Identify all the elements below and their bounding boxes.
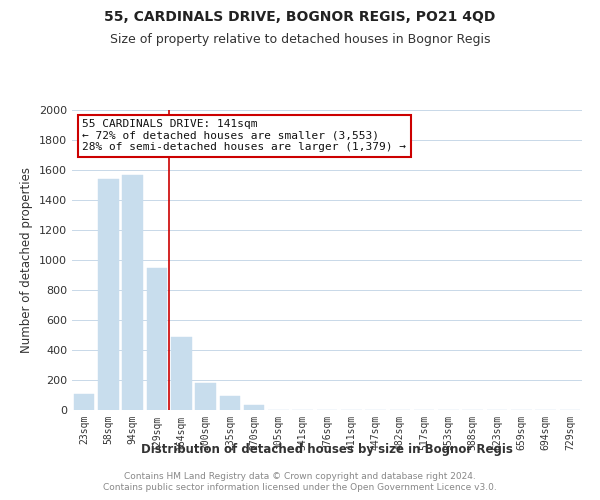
Bar [195,384,216,410]
Text: Size of property relative to detached houses in Bognor Regis: Size of property relative to detached ho… [110,32,490,46]
Text: Distribution of detached houses by size in Bognor Regis: Distribution of detached houses by size … [141,442,513,456]
Text: Contains HM Land Registry data © Crown copyright and database right 2024.: Contains HM Land Registry data © Crown c… [124,472,476,481]
Y-axis label: Number of detached properties: Number of detached properties [20,167,34,353]
Bar [74,394,94,410]
Bar [244,405,265,410]
Text: Contains public sector information licensed under the Open Government Licence v3: Contains public sector information licen… [103,484,497,492]
Text: 55, CARDINALS DRIVE, BOGNOR REGIS, PO21 4QD: 55, CARDINALS DRIVE, BOGNOR REGIS, PO21 … [104,10,496,24]
Text: 55 CARDINALS DRIVE: 141sqm
← 72% of detached houses are smaller (3,553)
28% of s: 55 CARDINALS DRIVE: 141sqm ← 72% of deta… [82,119,406,152]
Bar [171,337,191,410]
Bar [146,268,167,410]
Bar [122,176,143,410]
Bar [98,179,119,410]
Bar [220,396,240,410]
